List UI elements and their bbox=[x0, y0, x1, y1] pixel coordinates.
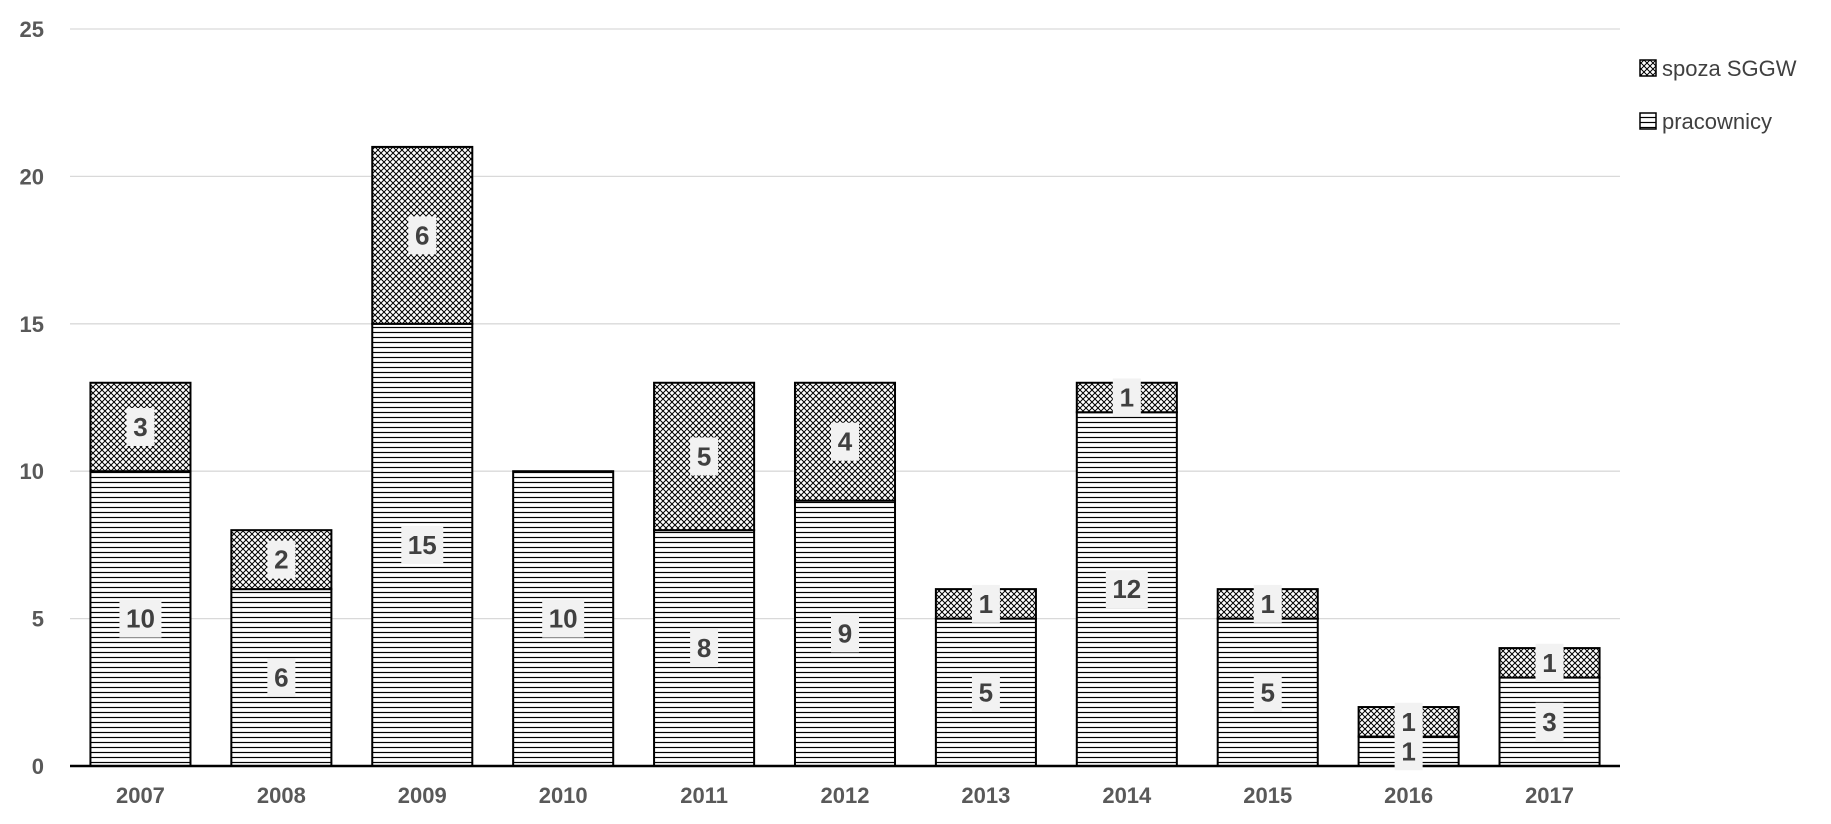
x-tick-label: 2007 bbox=[116, 783, 165, 808]
x-tick-label: 2010 bbox=[539, 783, 588, 808]
legend-item-pracownicy: pracownicy bbox=[1639, 109, 1772, 134]
y-tick-label: 15 bbox=[20, 312, 44, 337]
data-label: 1 bbox=[1253, 584, 1282, 623]
data-label-text: 1 bbox=[1260, 589, 1274, 619]
data-label-text: 5 bbox=[979, 677, 993, 707]
data-label-text: 10 bbox=[549, 604, 578, 634]
data-label-text: 4 bbox=[838, 427, 853, 457]
data-label-background bbox=[267, 540, 296, 579]
data-label-background bbox=[126, 407, 155, 446]
y-tick-label: 0 bbox=[32, 754, 44, 779]
data-label: 5 bbox=[971, 673, 1000, 712]
bars bbox=[89, 145, 1601, 768]
gridlines bbox=[70, 28, 1620, 620]
data-label: 1 bbox=[1112, 378, 1141, 417]
data-label-text: 1 bbox=[1401, 707, 1415, 737]
data-label: 1 bbox=[971, 584, 1000, 623]
data-label-text: 6 bbox=[415, 220, 429, 250]
data-label: 1 bbox=[1535, 643, 1564, 682]
y-tick-label: 5 bbox=[32, 607, 44, 632]
data-label-text: 12 bbox=[1112, 574, 1141, 604]
data-label-text: 9 bbox=[838, 618, 852, 648]
x-tick-label: 2012 bbox=[821, 783, 870, 808]
data-label: 2 bbox=[267, 540, 296, 579]
data-label-background bbox=[542, 599, 585, 638]
y-axis-ticks: 0 5 10 15 20 25 bbox=[20, 17, 44, 779]
data-label-text: 5 bbox=[697, 441, 711, 471]
data-label-text: 15 bbox=[408, 530, 437, 560]
x-tick-label: 2016 bbox=[1384, 783, 1433, 808]
data-label-background bbox=[831, 614, 859, 653]
data-label: 3 bbox=[1535, 702, 1564, 741]
data-label: 12 bbox=[1105, 570, 1148, 609]
y-tick-label: 25 bbox=[20, 17, 44, 42]
legend-swatch bbox=[1639, 112, 1657, 130]
data-label: 6 bbox=[267, 658, 296, 697]
data-label-text: 3 bbox=[1542, 707, 1556, 737]
data-label: 5 bbox=[690, 437, 719, 476]
data-label-text: 10 bbox=[126, 604, 155, 634]
data-label-text: 2 bbox=[274, 545, 288, 575]
legend-item-spoza-sggw: spoza SGGW bbox=[1639, 56, 1797, 81]
x-tick-label: 2011 bbox=[680, 783, 728, 808]
data-label-text: 1 bbox=[979, 589, 993, 619]
data-label: 6 bbox=[408, 216, 437, 255]
data-label-text: 1 bbox=[1120, 383, 1134, 413]
data-label-text: 3 bbox=[133, 412, 147, 442]
data-label-background bbox=[119, 599, 162, 638]
data-label-background bbox=[831, 422, 859, 461]
data-label-background bbox=[971, 673, 1000, 712]
data-label-text: 6 bbox=[274, 663, 288, 693]
data-label-text: 5 bbox=[1260, 677, 1274, 707]
data-label-background bbox=[401, 525, 444, 564]
x-tick-label: 2017 bbox=[1525, 783, 1574, 808]
x-tick-label: 2015 bbox=[1243, 783, 1292, 808]
x-tick-label: 2013 bbox=[961, 783, 1010, 808]
y-tick-label: 10 bbox=[20, 459, 44, 484]
data-label-background bbox=[690, 629, 719, 668]
legend: spoza SGGW pracownicy bbox=[1639, 56, 1797, 134]
data-label-background bbox=[408, 216, 437, 255]
data-label-background bbox=[1535, 702, 1564, 741]
legend-label: pracownicy bbox=[1662, 109, 1772, 134]
data-label-background bbox=[1394, 702, 1423, 741]
data-label: 1 bbox=[1394, 702, 1423, 741]
data-label-text: 8 bbox=[697, 633, 711, 663]
data-label-background bbox=[971, 584, 1000, 623]
x-tick-label: 2009 bbox=[398, 783, 447, 808]
data-label: 15 bbox=[401, 525, 444, 564]
x-tick-label: 2014 bbox=[1102, 783, 1152, 808]
data-label-background bbox=[1535, 643, 1564, 682]
y-tick-label: 20 bbox=[20, 164, 44, 189]
data-label-background bbox=[1112, 378, 1141, 417]
legend-swatch bbox=[1639, 59, 1657, 77]
data-label-background bbox=[267, 658, 296, 697]
data-label-background bbox=[1253, 673, 1282, 712]
data-label: 10 bbox=[542, 599, 585, 638]
legend-label: spoza SGGW bbox=[1662, 56, 1797, 81]
data-label-background bbox=[690, 437, 719, 476]
data-label-background bbox=[1253, 584, 1282, 623]
data-label-background bbox=[1105, 570, 1148, 609]
data-label: 3 bbox=[126, 407, 155, 446]
x-tick-label: 2008 bbox=[257, 783, 306, 808]
data-label-text: 1 bbox=[1542, 648, 1556, 678]
data-label-text: 1 bbox=[1401, 736, 1415, 766]
data-label: 9 bbox=[831, 614, 859, 653]
data-label: 8 bbox=[690, 629, 719, 668]
data-label: 5 bbox=[1253, 673, 1282, 712]
data-label: 4 bbox=[831, 422, 859, 461]
data-label: 10 bbox=[119, 599, 162, 638]
x-axis-ticks: 2007 2008 2009 2010 2011 2012 2013 2014 2015 2016… bbox=[116, 783, 1574, 808]
